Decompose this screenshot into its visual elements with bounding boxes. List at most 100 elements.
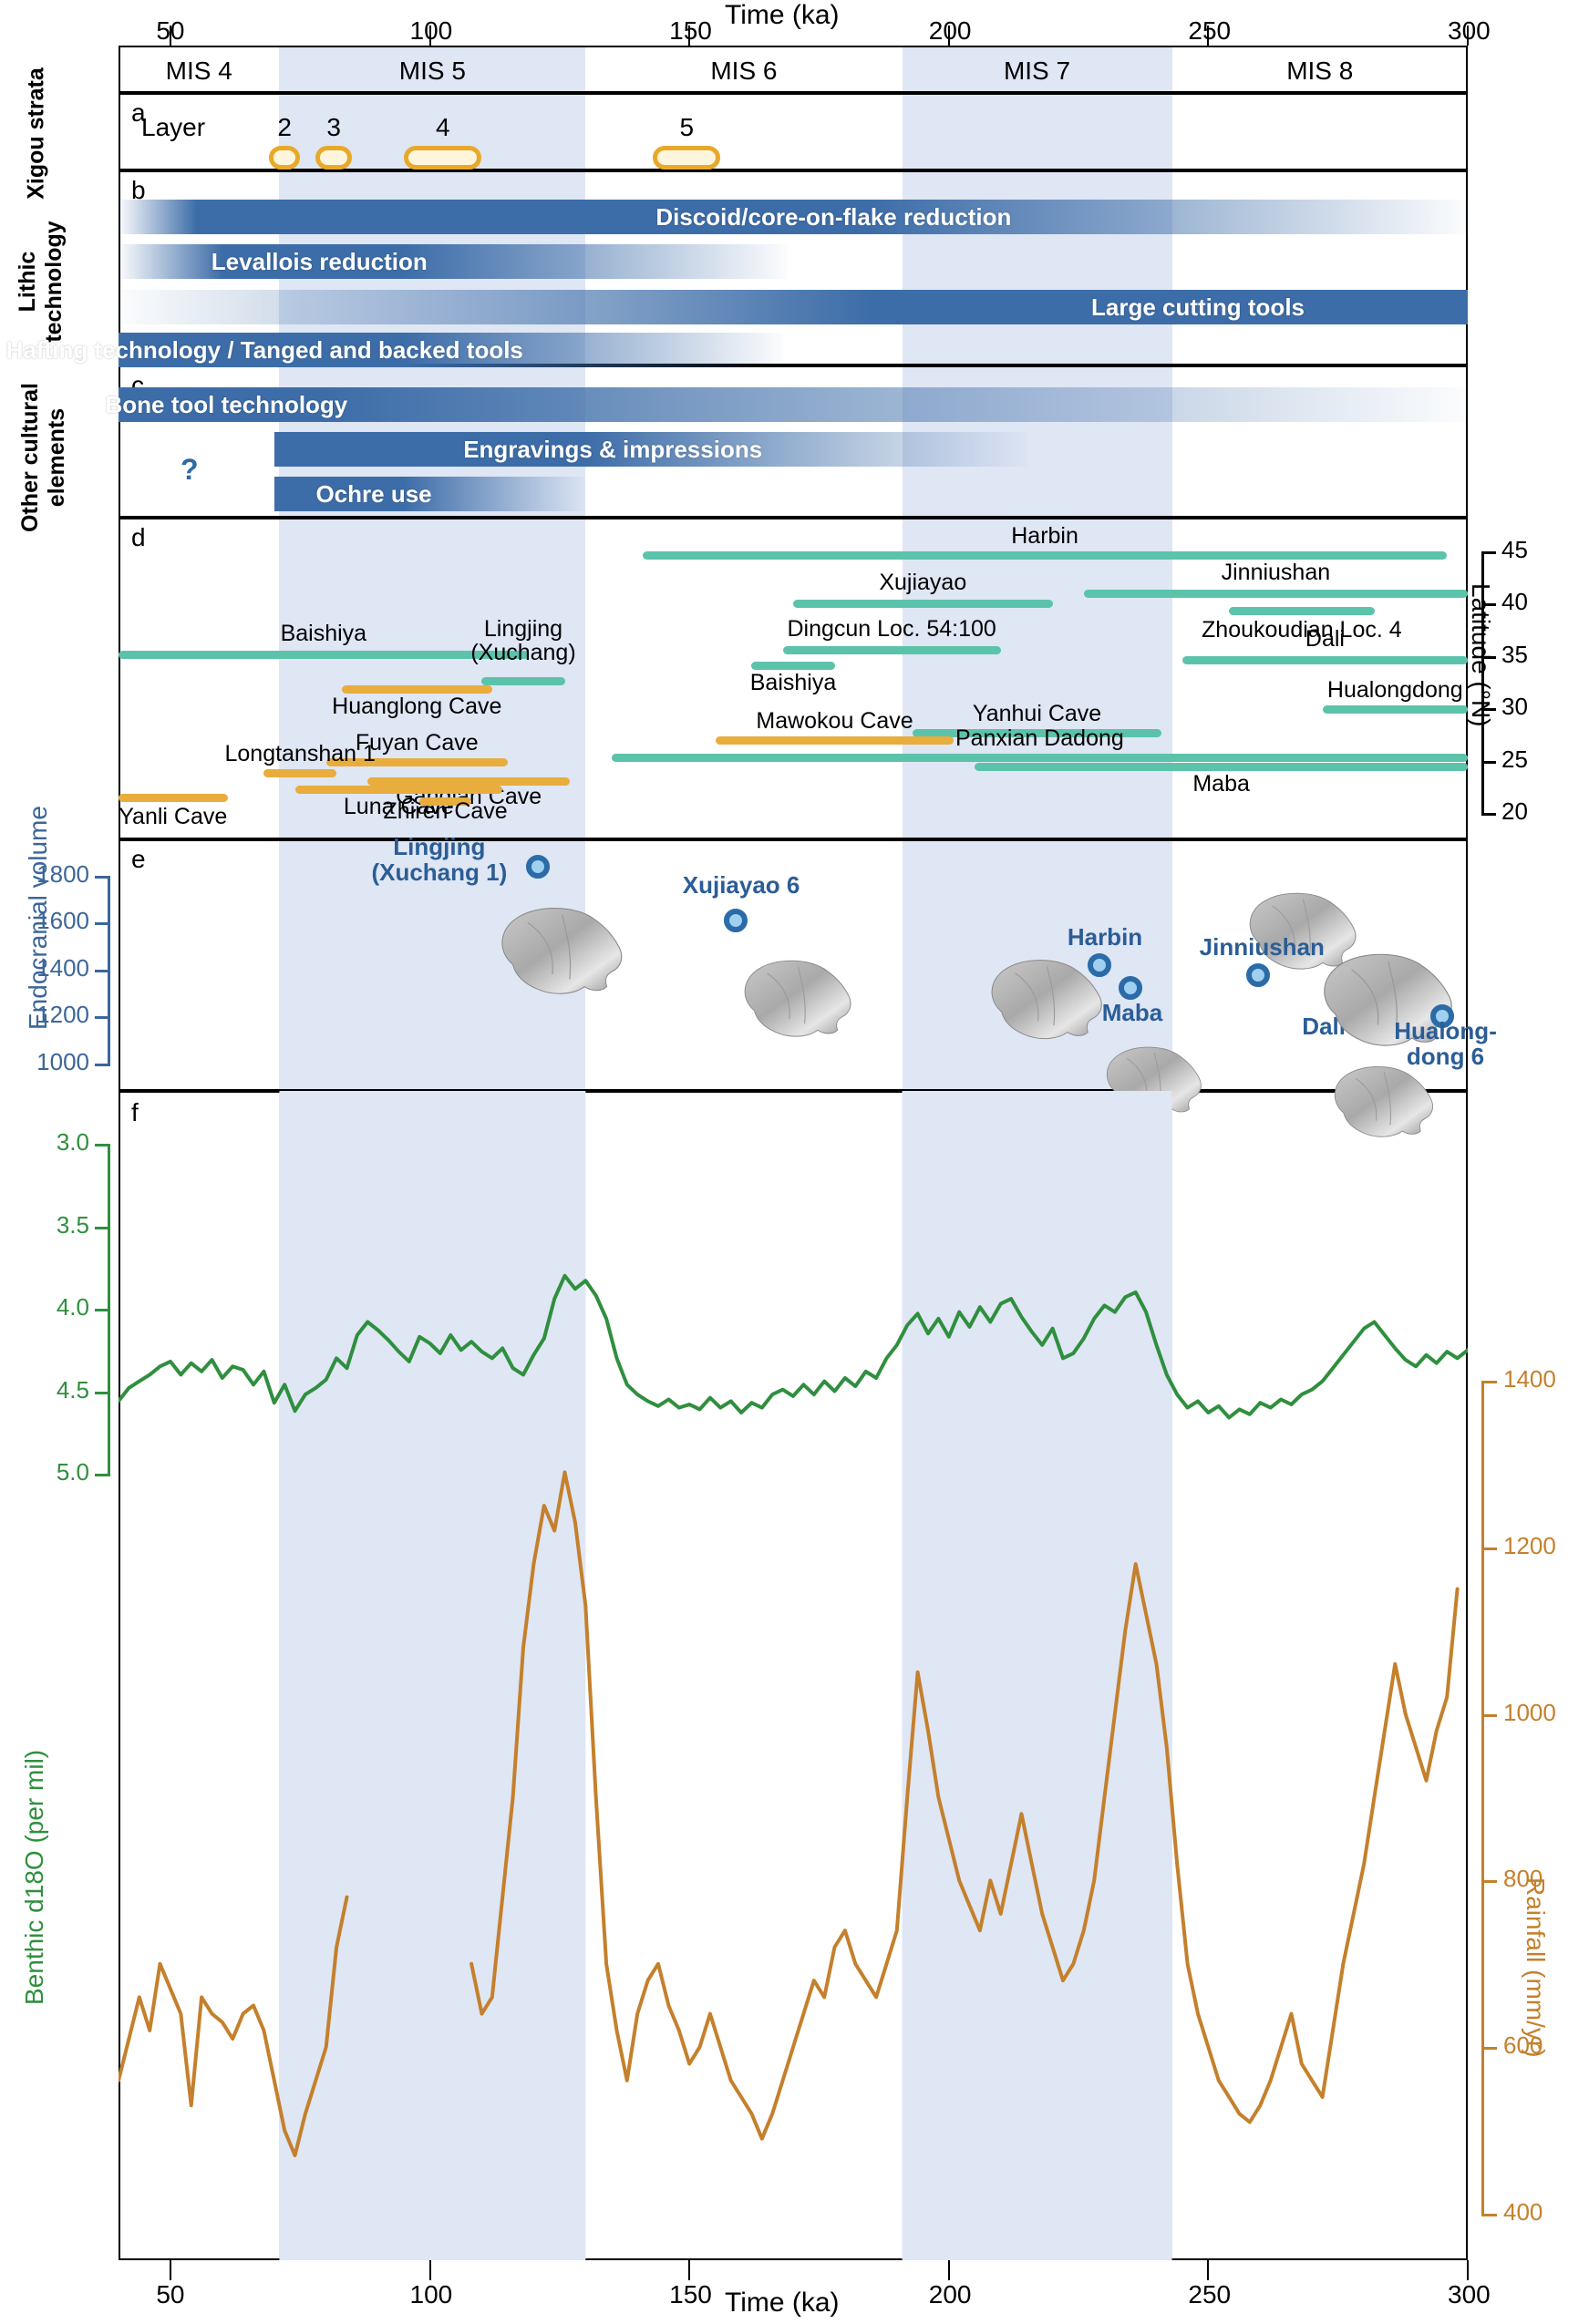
layer-number: 2 [277,113,292,141]
site-range-bar [1181,655,1468,664]
rainfall-tick-mark [1481,1381,1497,1383]
rainfall-tick-mark [1481,2214,1497,2216]
row-label-text: Xigou strata [23,67,49,200]
rainfall-tick-label: 1400 [1503,1365,1556,1393]
rainfall-axis-title: Rainfall (mm/yr) [1522,1877,1550,2058]
endocranial-datapoint[interactable] [724,909,748,933]
top-axis-tick-label: 150 [669,16,712,45]
benthic-tick-label: 4.5 [56,1375,89,1404]
site-label: Longtanshan 1 [224,740,376,766]
mis-label-mis-4: MIS 4 [165,57,232,85]
top-axis-tick-mark [428,26,431,46]
site-label: Zhiren Cave [383,797,508,824]
top-axis-tick-mark [688,26,691,46]
tech-bar-label: Discoid/core-on-flake reduction [655,202,1012,231]
tech-bar-label: Engravings & impressions [463,435,763,463]
site-range-bar [975,762,1468,771]
benthic-tick-label: 3.5 [56,1210,89,1239]
site-range-bar [119,651,529,660]
layer-capsule-2 [269,146,301,170]
bottom-axis-tick-mark [1207,2260,1210,2280]
site-label: Xujiayao [879,569,967,595]
site-range-bar [481,676,565,685]
endocranial-tick-label: 1000 [36,1047,89,1075]
tech-bar-label: Bone tool technology [105,390,348,418]
mis-label-mis-7: MIS 7 [1003,57,1071,85]
top-axis-tick-mark [1467,26,1469,46]
panel-letter-f: f [131,1098,139,1126]
specimen-label: Xujiayao 6 [682,871,800,900]
top-axis-tick-label: 300 [1448,16,1491,45]
site-range-bar [294,786,503,795]
endocranial-datapoint[interactable] [1119,976,1142,1001]
mis-header-panel [119,46,1468,93]
row-label-text: Other cultural elements [17,383,69,532]
site-range-bar [419,797,472,806]
endocranial-tick-mark [95,969,110,972]
bottom-axis-tick-mark [428,2260,431,2280]
site-label: Zhoukoudian Loc. 4 [1202,616,1402,643]
rainfall-tick-label: 800 [1503,1865,1543,1893]
tech-bar-label: Hafting technology / Tanged and backed t… [5,335,523,364]
layer-number: 4 [435,113,450,141]
bottom-axis-tick-label: 150 [669,2280,712,2309]
panel-letter-a: a [131,98,146,127]
latitude-tick-label: 30 [1501,693,1528,721]
tech-bar: Levallois reduction [119,244,789,279]
tech-bar: Discoid/core-on-flake reduction [119,200,1468,234]
mis-shade-header [902,47,1172,91]
benthic-tick-label: 3.0 [56,1128,89,1156]
site-label: Baishiya [280,621,367,647]
endocranial-datapoint[interactable] [525,854,550,879]
tech-bar-label: Levallois reduction [211,247,428,275]
mis-shade-header [279,47,586,91]
top-axis-tick-label: 250 [1188,16,1232,45]
benthic-tick-mark [95,1474,110,1476]
benthic-tick-label: 4.0 [56,1293,89,1321]
site-label: Hualongdong [1326,676,1463,703]
bottom-axis-tick-label: 300 [1448,2280,1491,2309]
site-range-bar [367,776,571,786]
tech-bar: Large cutting tools [119,290,1468,324]
endocranial-datapoint[interactable] [1429,1003,1454,1028]
endocranial-tick-label: 1600 [36,907,89,935]
panel-letter-b: b [131,176,146,204]
latitude-tick-mark [1481,813,1496,817]
rainfall-tick-label: 1200 [1503,1531,1556,1559]
row-label-text: Lithic technology [15,221,67,343]
top-axis-title: Time (ka) [725,0,840,30]
tech-bar-label: Large cutting tools [1091,293,1305,321]
tech-bar: Ochre use [273,477,586,511]
rainfall-tick-mark [1481,2047,1497,2051]
bottom-axis-tick-mark [688,2260,691,2280]
latitude-tick-mark [1481,760,1496,764]
site-range-bar [341,684,492,694]
benthic-tick-mark [95,1309,110,1311]
endocranial-tick-mark [95,875,110,879]
site-label: Dali [1305,625,1345,652]
specimen-label: Jinniushan [1199,933,1325,961]
site-label: Yanli Cave [119,804,228,830]
layer-capsule-3 [315,146,353,170]
bottom-axis-tick-label: 100 [409,2280,453,2309]
site-range-bar [793,599,1053,608]
site-range-bar [715,736,954,746]
top-axis-tick-label: 100 [409,16,453,45]
mis-label-mis-8: MIS 8 [1286,57,1354,85]
latitude-tick-label: 45 [1501,535,1528,563]
site-range-bar [642,550,1448,560]
row-label-xigou-strata: Xigou strata [24,61,50,207]
site-range-bar [119,794,228,803]
endocranial-datapoint[interactable] [1246,963,1271,988]
layer-capsule-5 [653,146,721,170]
panel-d-box [119,518,1468,839]
latitude-axis-title: Latitude (°N) [1467,583,1495,727]
endocranial-tick-label: 1800 [36,859,89,888]
specimen-label: Maba [1101,999,1163,1027]
bottom-axis-tick-label: 200 [928,2280,972,2309]
bottom-axis-title: Time (ka) [725,2288,840,2318]
tech-bar: Bone tool technology [106,387,1468,422]
site-label: Huanglong Cave [332,693,502,719]
tech-bar-label: Ochre use [315,479,432,508]
endocranial-datapoint[interactable] [1088,952,1111,977]
